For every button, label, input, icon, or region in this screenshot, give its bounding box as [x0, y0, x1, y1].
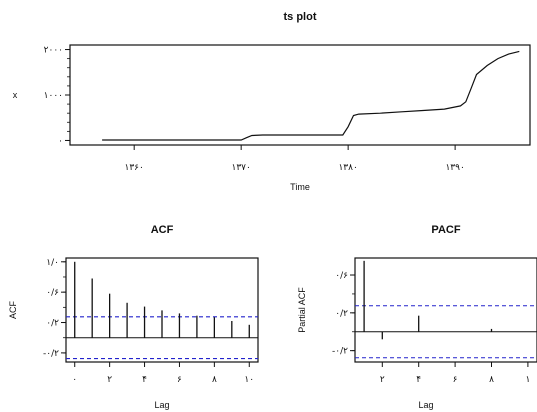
acf-xtick-label: ۲	[107, 375, 112, 385]
pacf-xtick-label: ۸	[489, 375, 494, 385]
acf-xtick-label: ۸	[212, 375, 217, 385]
acf-plot-frame	[65, 257, 259, 363]
pacf-title: PACF	[431, 224, 460, 236]
acf-chart: ACF -۰/۲ ۰/۲ ۰/۶ ۱/۰ ۰ ۲ ۴ ۶ ۸ ۱۰ Lag ACF	[8, 224, 259, 410]
acf-xtick-label: ۱۰	[244, 375, 254, 385]
ts-xtick-label: ۱۳۸۰	[338, 163, 357, 173]
acf-title: ACF	[151, 224, 174, 236]
ts-xtick-label: ۱۳۶۰	[125, 163, 144, 173]
ts-ytick-label: ۰	[58, 136, 63, 146]
pacf-xtick-label: ۲	[380, 375, 385, 385]
ts-xlabel: Time	[290, 182, 310, 192]
ts-xtick-label: ۱۳۷۰	[231, 163, 250, 173]
ts-xtick-label: ۱۳۹۰	[445, 163, 464, 173]
ts-series-line	[102, 50, 520, 141]
pacf-xtick-label: ۶	[453, 375, 458, 385]
ts-ytick-label: ۱۰۰۰	[44, 91, 63, 101]
pacf-xtick-label: ۱	[525, 375, 530, 385]
acf-ytick-label: ۱/۰	[46, 258, 59, 268]
pacf-ytick-label: ۰/۲	[335, 309, 348, 319]
acf-ytick-label: ۰/۶	[46, 288, 59, 298]
pacf-plot-frame	[354, 257, 537, 363]
acf-xtick-label: ۴	[142, 375, 147, 385]
ts-plot-frame	[69, 44, 531, 146]
pacf-chart: PACF -۰/۲ ۰/۲ ۰/۶ ۲ ۴ ۶ ۸ ۱ Lag Partial ACF	[297, 224, 537, 410]
acf-ytick-label: -۰/۲	[43, 349, 59, 359]
ts-ylabel: x	[13, 90, 18, 100]
ts-chart: ts plot ۰ ۱۰۰۰ ۲۰۰۰ ۱۳۶۰ ۱۳۷۰ ۱۳۸۰ ۱۳۹۰ Time x	[13, 11, 531, 192]
acf-xtick-label: ۰	[72, 375, 77, 385]
pacf-xtick-label: ۴	[416, 375, 421, 385]
acf-ytick-label: ۰/۲	[46, 319, 59, 329]
pacf-ytick-label: ۰/۶	[335, 271, 348, 281]
pacf-xlabel: Lag	[418, 400, 433, 410]
acf-xtick-label: ۶	[177, 375, 182, 385]
pacf-ytick-label: -۰/۲	[332, 347, 348, 357]
acf-xlabel: Lag	[154, 400, 169, 410]
pacf-ylabel: Partial ACF	[297, 287, 307, 333]
acf-ylabel: ACF	[8, 300, 18, 319]
ts-title: ts plot	[284, 11, 317, 23]
ts-ytick-label: ۲۰۰۰	[44, 46, 63, 56]
